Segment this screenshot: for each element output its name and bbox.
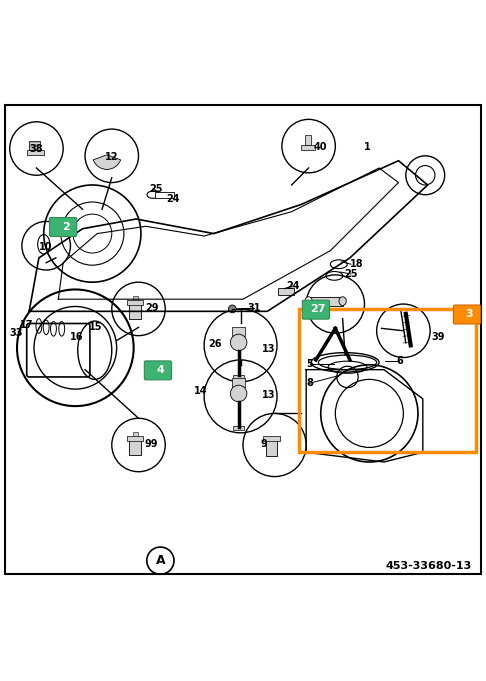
Text: 16: 16 (69, 332, 83, 342)
Bar (129, 302, 141, 319)
Text: 9: 9 (260, 439, 267, 449)
Bar (133, 432, 138, 437)
FancyBboxPatch shape (144, 361, 172, 380)
Bar (129, 439, 141, 455)
Bar (309, 297, 343, 306)
Text: 1: 1 (364, 142, 370, 152)
Bar (133, 296, 138, 300)
Ellipse shape (305, 297, 312, 306)
Text: 24: 24 (166, 193, 179, 204)
Text: 6: 6 (396, 356, 403, 366)
Text: 8: 8 (306, 378, 313, 388)
Text: 26: 26 (208, 339, 222, 349)
Text: 29: 29 (145, 303, 158, 313)
Text: 99: 99 (145, 439, 158, 449)
Text: 14: 14 (193, 385, 207, 396)
Text: 15: 15 (89, 322, 103, 332)
Bar (263, 437, 280, 441)
Text: 12: 12 (105, 152, 119, 162)
Bar (305, 135, 311, 144)
Text: 17: 17 (20, 320, 34, 330)
Text: 31: 31 (247, 303, 260, 313)
Bar (266, 439, 277, 456)
Text: 33: 33 (9, 328, 23, 338)
Bar (278, 287, 294, 296)
Text: 39: 39 (432, 332, 445, 342)
Text: A: A (156, 554, 165, 567)
FancyBboxPatch shape (50, 217, 77, 236)
FancyBboxPatch shape (302, 300, 330, 319)
Bar (301, 144, 315, 150)
Bar (232, 378, 245, 387)
Text: 25: 25 (344, 269, 358, 279)
Bar (233, 375, 244, 379)
Text: 453-33680-13: 453-33680-13 (385, 562, 471, 571)
Text: 5: 5 (306, 359, 313, 369)
Bar (233, 426, 244, 430)
Bar (127, 437, 143, 441)
Bar (299, 309, 476, 452)
Ellipse shape (339, 297, 346, 306)
Circle shape (230, 334, 247, 351)
Bar (29, 141, 40, 150)
Text: 24: 24 (286, 281, 299, 291)
Text: 40: 40 (314, 142, 328, 152)
Text: 3: 3 (466, 309, 473, 319)
Bar (232, 327, 245, 336)
Text: 4: 4 (156, 365, 164, 375)
FancyBboxPatch shape (453, 305, 481, 324)
Circle shape (230, 385, 247, 402)
Text: 10: 10 (39, 242, 53, 252)
Text: 25: 25 (149, 184, 162, 194)
Text: 27: 27 (311, 304, 326, 315)
Text: 2: 2 (62, 222, 69, 232)
Wedge shape (93, 155, 121, 170)
Text: 38: 38 (30, 144, 43, 153)
Bar (127, 300, 143, 304)
Text: 18: 18 (350, 259, 364, 269)
Text: 13: 13 (261, 390, 275, 400)
Circle shape (228, 305, 236, 313)
Bar (27, 150, 44, 155)
Bar (155, 192, 174, 198)
Text: 13: 13 (261, 345, 275, 354)
